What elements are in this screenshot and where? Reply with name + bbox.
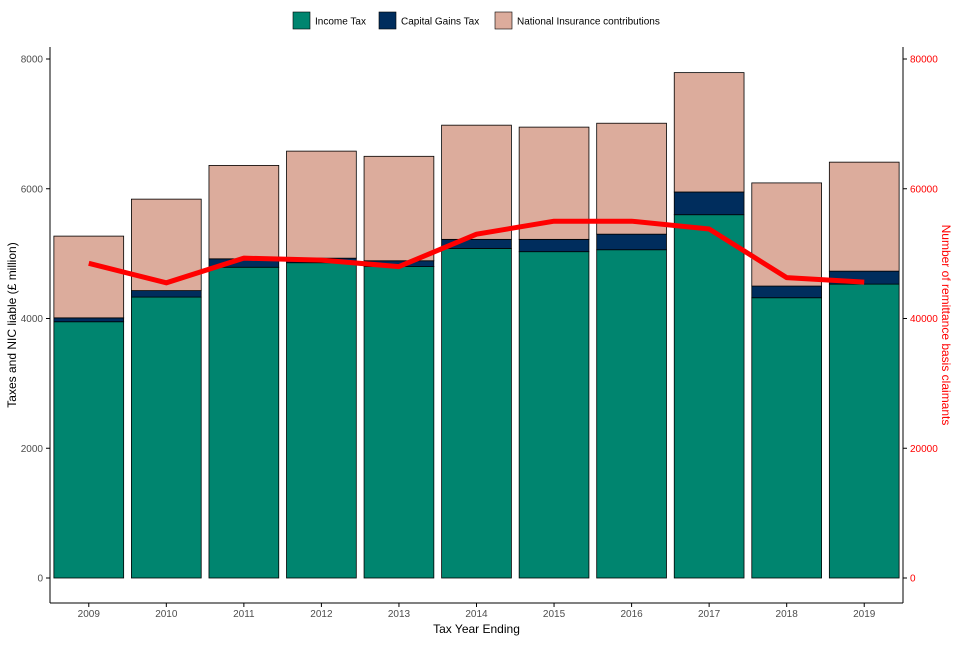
x-axis-title: Tax Year Ending bbox=[433, 622, 520, 636]
legend-swatch bbox=[495, 12, 512, 29]
bar-capital-gains-tax-2017 bbox=[674, 192, 744, 215]
x-tick-label: 2017 bbox=[698, 609, 721, 620]
y-tick-label: 2000 bbox=[21, 444, 44, 455]
y-axis-right-title: Number of remittance basis claimants bbox=[939, 225, 953, 426]
legend-swatch bbox=[293, 12, 310, 29]
bar-national-insurance-contributions-2013 bbox=[364, 156, 434, 260]
bar-income-tax-2014 bbox=[442, 248, 512, 578]
bar-national-insurance-contributions-2011 bbox=[209, 165, 279, 258]
legend-swatch bbox=[379, 12, 396, 29]
bar-income-tax-2015 bbox=[519, 252, 589, 578]
x-tick-label: 2016 bbox=[620, 609, 643, 620]
bar-national-insurance-contributions-2012 bbox=[287, 151, 357, 258]
bar-income-tax-2013 bbox=[364, 267, 434, 578]
bar-capital-gains-tax-2016 bbox=[597, 234, 667, 250]
x-tick-label: 2009 bbox=[78, 609, 101, 620]
bar-income-tax-2019 bbox=[829, 284, 899, 578]
legend-label: National Insurance contributions bbox=[517, 17, 660, 28]
legend-label: Income Tax bbox=[315, 17, 366, 28]
x-tick-label: 2018 bbox=[776, 609, 799, 620]
y-right-tick-label: 20000 bbox=[910, 444, 938, 455]
bar-income-tax-2017 bbox=[674, 215, 744, 578]
bar-income-tax-2009 bbox=[54, 322, 124, 578]
x-tick-label: 2013 bbox=[388, 609, 411, 620]
bar-capital-gains-tax-2010 bbox=[131, 291, 201, 297]
bars bbox=[54, 73, 899, 578]
y-right-tick-label: 60000 bbox=[910, 184, 938, 195]
bar-capital-gains-tax-2009 bbox=[54, 318, 124, 322]
y-right-tick-label: 40000 bbox=[910, 314, 938, 325]
legend-label: Capital Gains Tax bbox=[401, 17, 479, 28]
bar-income-tax-2016 bbox=[597, 250, 667, 578]
bar-national-insurance-contributions-2017 bbox=[674, 73, 744, 192]
y-right-tick-label: 0 bbox=[910, 574, 916, 585]
bar-national-insurance-contributions-2014 bbox=[442, 125, 512, 239]
bar-income-tax-2012 bbox=[287, 263, 357, 578]
bar-capital-gains-tax-2015 bbox=[519, 239, 589, 251]
y-tick-label: 6000 bbox=[21, 184, 44, 195]
x-tick-label: 2015 bbox=[543, 609, 566, 620]
x-tick-label: 2014 bbox=[465, 609, 488, 620]
bar-national-insurance-contributions-2019 bbox=[829, 162, 899, 271]
bar-income-tax-2011 bbox=[209, 267, 279, 578]
x-tick-label: 2010 bbox=[155, 609, 178, 620]
bar-income-tax-2010 bbox=[131, 297, 201, 578]
bar-national-insurance-contributions-2016 bbox=[597, 123, 667, 234]
y-axis-title: Taxes and NIC liable (£ million) bbox=[5, 242, 19, 407]
y-tick-label: 0 bbox=[37, 574, 43, 585]
legend: Income Tax Capital Gains Tax National Insu… bbox=[293, 12, 660, 29]
bar-national-insurance-contributions-2018 bbox=[752, 183, 822, 286]
x-tick-label: 2012 bbox=[310, 609, 333, 620]
x-tick-label: 2011 bbox=[233, 609, 255, 620]
y-tick-label: 8000 bbox=[21, 55, 44, 66]
bar-income-tax-2018 bbox=[752, 298, 822, 578]
y-tick-label: 4000 bbox=[21, 314, 44, 325]
bar-capital-gains-tax-2018 bbox=[752, 286, 822, 298]
y-right-tick-label: 80000 bbox=[910, 55, 938, 66]
x-tick-label: 2019 bbox=[853, 609, 876, 620]
bar-national-insurance-contributions-2009 bbox=[54, 236, 124, 318]
